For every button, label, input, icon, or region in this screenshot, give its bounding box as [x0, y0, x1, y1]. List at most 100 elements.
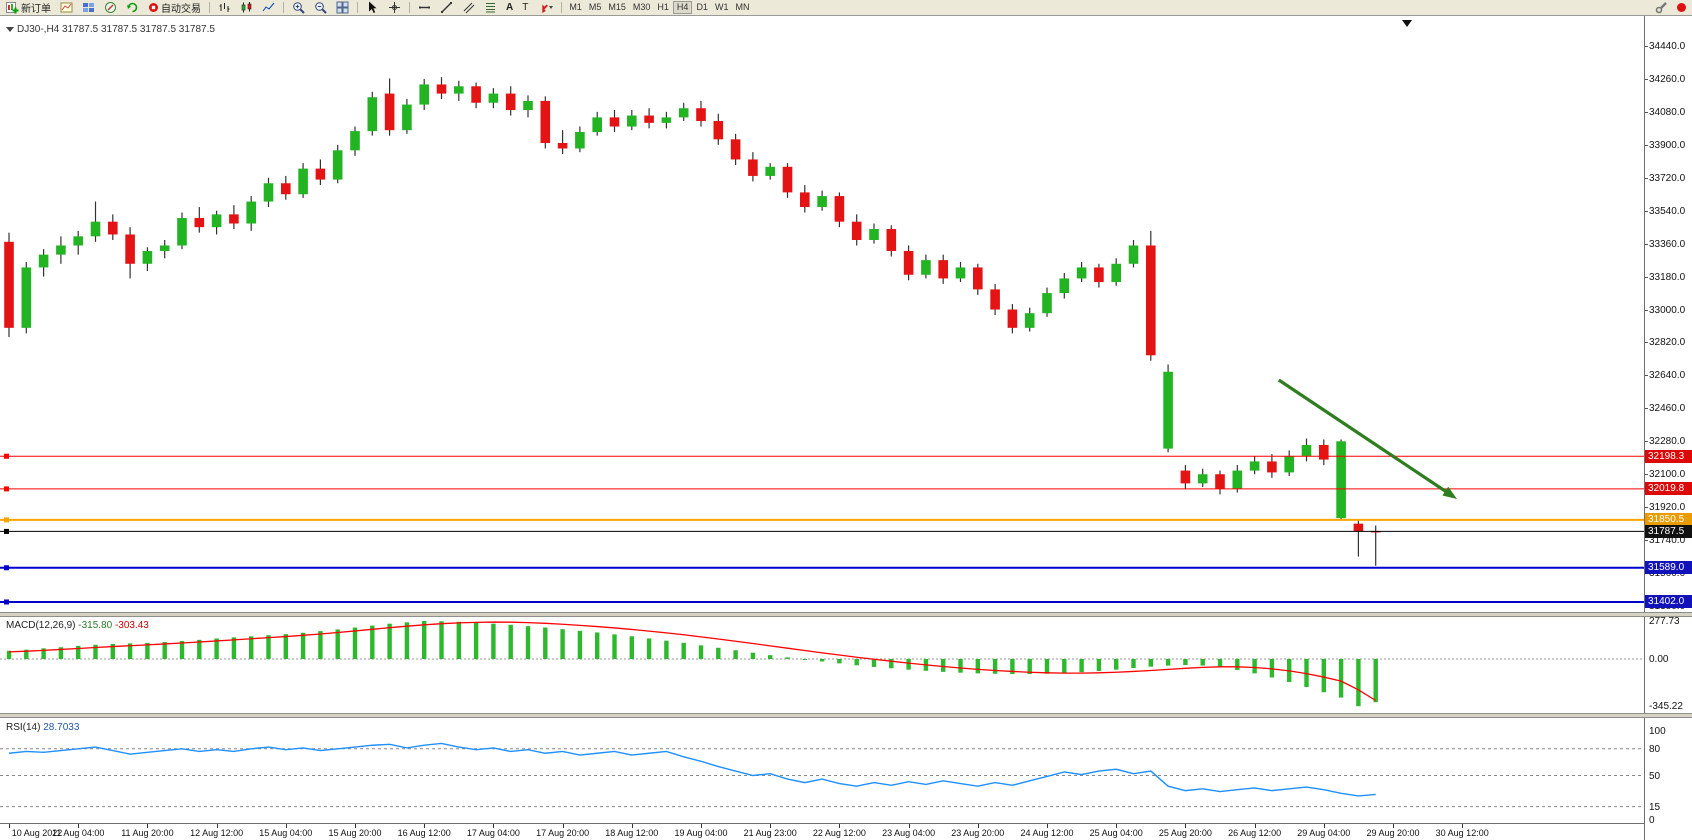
price-axis[interactable]: 34440.0 34260.0 34080.0 33900.0 33720.0 33540…	[1644, 16, 1692, 840]
timeframe-m1-button[interactable]: M1	[569, 2, 582, 12]
new-order-button[interactable]: 新订单	[2, 0, 55, 16]
macd-axis-label: -345.22	[1649, 701, 1683, 713]
panel-splitter[interactable]	[0, 612, 1692, 617]
tile-windows-button[interactable]	[332, 0, 353, 16]
macd-panel[interactable]	[0, 617, 1644, 713]
price-axis-label: 33540.0	[1649, 205, 1686, 217]
zoom-in-icon	[293, 2, 305, 14]
timeframe-m30-button[interactable]: M30	[632, 2, 651, 12]
candlestick-chart-button[interactable]	[236, 0, 257, 16]
time-axis-label: 11 Aug 20:00	[121, 828, 174, 838]
new-order-label: 新订单	[21, 4, 51, 15]
chart-menu-triangle-icon[interactable]	[6, 27, 14, 32]
fibonacci-button[interactable]	[480, 0, 501, 16]
timeframe-m15-button[interactable]: M15	[608, 2, 626, 12]
channel-button[interactable]	[458, 0, 479, 16]
cursor-button[interactable]	[362, 0, 383, 16]
time-axis-tick	[839, 824, 841, 828]
axis-tick	[1645, 210, 1648, 212]
time-axis-tick	[908, 824, 910, 828]
timeframe-mn-button[interactable]: MN	[735, 2, 750, 12]
line-chart-icon	[262, 2, 275, 12]
label-tool-button[interactable]: T	[518, 0, 532, 16]
price-axis-label: 33180.0	[1649, 271, 1686, 283]
horizontal-line-icon	[419, 6, 430, 9]
price-axis-label: 31740.0	[1649, 535, 1686, 547]
price-axis-label: 32280.0	[1649, 436, 1686, 448]
price-axis-label: 34440.0	[1649, 41, 1686, 52]
time-axis-label: 24 Aug 12:00	[1020, 828, 1074, 838]
auto-trading-label: 自动交易	[161, 4, 201, 15]
alert-button[interactable]	[1673, 0, 1690, 16]
time-axis-label: 17 Aug 20:00	[536, 828, 590, 838]
time-axis-label: 30 Aug 12:00	[1435, 828, 1489, 838]
timeframe-h4-button[interactable]: H4	[672, 1, 693, 14]
text-tool-button[interactable]: A	[502, 0, 517, 16]
line-chart-button[interactable]	[258, 0, 279, 16]
toolbar-separator	[357, 2, 358, 13]
zoom-out-button[interactable]	[310, 0, 331, 16]
options-button[interactable]	[1651, 0, 1672, 16]
fibonacci-icon	[486, 3, 495, 13]
rsi-axis-label: 15	[1649, 801, 1661, 813]
axis-tick	[1645, 111, 1648, 113]
rsi-axis-label: 80	[1649, 743, 1661, 755]
time-axis[interactable]: 10 Aug 2022 11 Aug 04:00 11 Aug 20:00 12 Au…	[0, 823, 1644, 840]
arrows-tool-button[interactable]	[533, 0, 557, 16]
axis-tick	[1645, 375, 1648, 377]
trendline-button[interactable]	[436, 0, 457, 16]
time-axis-label: 12 Aug 12:00	[190, 828, 244, 838]
zoom-out-icon	[315, 2, 327, 14]
label-tool-icon: T	[522, 2, 529, 13]
rsi-panel[interactable]	[0, 718, 1644, 823]
trendline-icon	[441, 2, 452, 13]
tile-windows-icon	[336, 1, 349, 14]
time-axis-label: 21 Aug 23:00	[743, 828, 797, 838]
price-axis-label: 32820.0	[1649, 337, 1686, 349]
wrench-icon	[1655, 2, 1667, 14]
market-watch-button[interactable]	[78, 0, 99, 16]
time-axis-tick	[1185, 824, 1187, 828]
axis-tick	[1645, 177, 1648, 179]
axis-tick	[1645, 78, 1648, 80]
text-tool-icon: A	[506, 2, 514, 13]
panel-splitter[interactable]	[0, 713, 1692, 718]
axis-tick	[1645, 309, 1648, 311]
time-axis-label: 15 Aug 04:00	[259, 828, 313, 838]
toolbar-separator	[409, 2, 410, 13]
rsi-axis-label: 50	[1649, 770, 1661, 782]
price-axis-label: 33720.0	[1649, 172, 1686, 184]
chart-window: DJ30-,H4 31787.5 31787.5 31787.5 31787.5…	[0, 16, 1692, 840]
rsi-value: 28.7033	[43, 722, 80, 733]
symbol-ohlc-label: DJ30-,H4 31787.5 31787.5 31787.5 31787.5	[6, 24, 215, 35]
timeframe-w1-button[interactable]: W1	[714, 2, 729, 12]
timeframe-m5-button[interactable]: M5	[588, 2, 602, 12]
time-axis-tick	[631, 824, 633, 828]
macd-axis-label: 0.00	[1649, 654, 1669, 665]
axis-tick	[1645, 441, 1648, 443]
zoom-in-button[interactable]	[288, 0, 309, 16]
crosshair-button[interactable]	[384, 0, 405, 16]
price-axis-label: 32640.0	[1649, 370, 1686, 382]
macd-signal-value: -303.43	[114, 620, 149, 631]
bar-chart-icon	[219, 3, 230, 12]
charts-button[interactable]	[56, 0, 77, 16]
timeframe-h1-button[interactable]: H1	[657, 2, 669, 12]
auto-trading-button[interactable]: 自动交易	[144, 0, 205, 16]
rsi-axis-label: 0	[1649, 815, 1655, 826]
cursor-icon	[369, 1, 377, 13]
bar-chart-button[interactable]	[214, 0, 235, 16]
axis-tick	[1645, 243, 1648, 245]
channel-icon	[463, 2, 475, 14]
refresh-button[interactable]	[122, 0, 143, 16]
price-level-badge: 31402.0	[1645, 595, 1692, 609]
horizontal-line-button[interactable]	[414, 0, 435, 16]
axis-tick	[1645, 342, 1648, 344]
rsi-label: RSI(14) 28.7033	[6, 722, 80, 733]
macd-axis-label: 277.73	[1649, 616, 1680, 627]
timeframe-d1-button[interactable]: D1	[696, 2, 708, 12]
navigator-button[interactable]	[100, 0, 121, 16]
axis-tick	[1645, 144, 1648, 146]
price-chart[interactable]	[0, 16, 1644, 612]
time-axis-tick	[355, 824, 356, 828]
